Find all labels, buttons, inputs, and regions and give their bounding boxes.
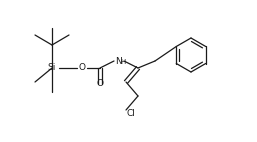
- Text: N: N: [115, 57, 121, 65]
- Text: H: H: [120, 59, 126, 65]
- Text: Si: Si: [48, 63, 56, 73]
- Text: O: O: [78, 63, 86, 73]
- Text: O: O: [96, 80, 104, 88]
- Text: Cl: Cl: [126, 109, 135, 119]
